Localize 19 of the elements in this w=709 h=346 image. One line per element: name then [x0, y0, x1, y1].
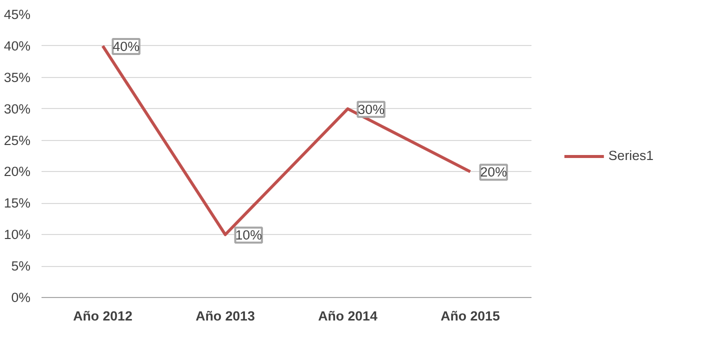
y-tick-label: 10% — [4, 227, 31, 242]
x-tick-label: Año 2013 — [196, 308, 255, 324]
x-tick-label: Año 2014 — [318, 308, 378, 324]
y-tick-label: 25% — [4, 132, 31, 148]
y-tick-label: 0% — [11, 290, 31, 305]
x-tick-label: Año 2012 — [73, 308, 132, 324]
legend-label: Series1 — [608, 148, 654, 163]
y-tick-label: 5% — [11, 258, 31, 274]
x-tick-label: Año 2015 — [440, 308, 500, 324]
y-tick-label: 40% — [4, 38, 31, 54]
y-tick-label: 45% — [4, 7, 31, 22]
data-label: 30% — [358, 102, 385, 117]
y-tick-label: 20% — [4, 164, 31, 180]
y-tick-label: 35% — [4, 70, 31, 85]
y-tick-label: 15% — [4, 196, 31, 211]
data-label: 10% — [235, 228, 262, 243]
data-label: 40% — [112, 38, 140, 54]
y-tick-label: 30% — [4, 101, 31, 116]
data-label: 20% — [480, 164, 508, 180]
